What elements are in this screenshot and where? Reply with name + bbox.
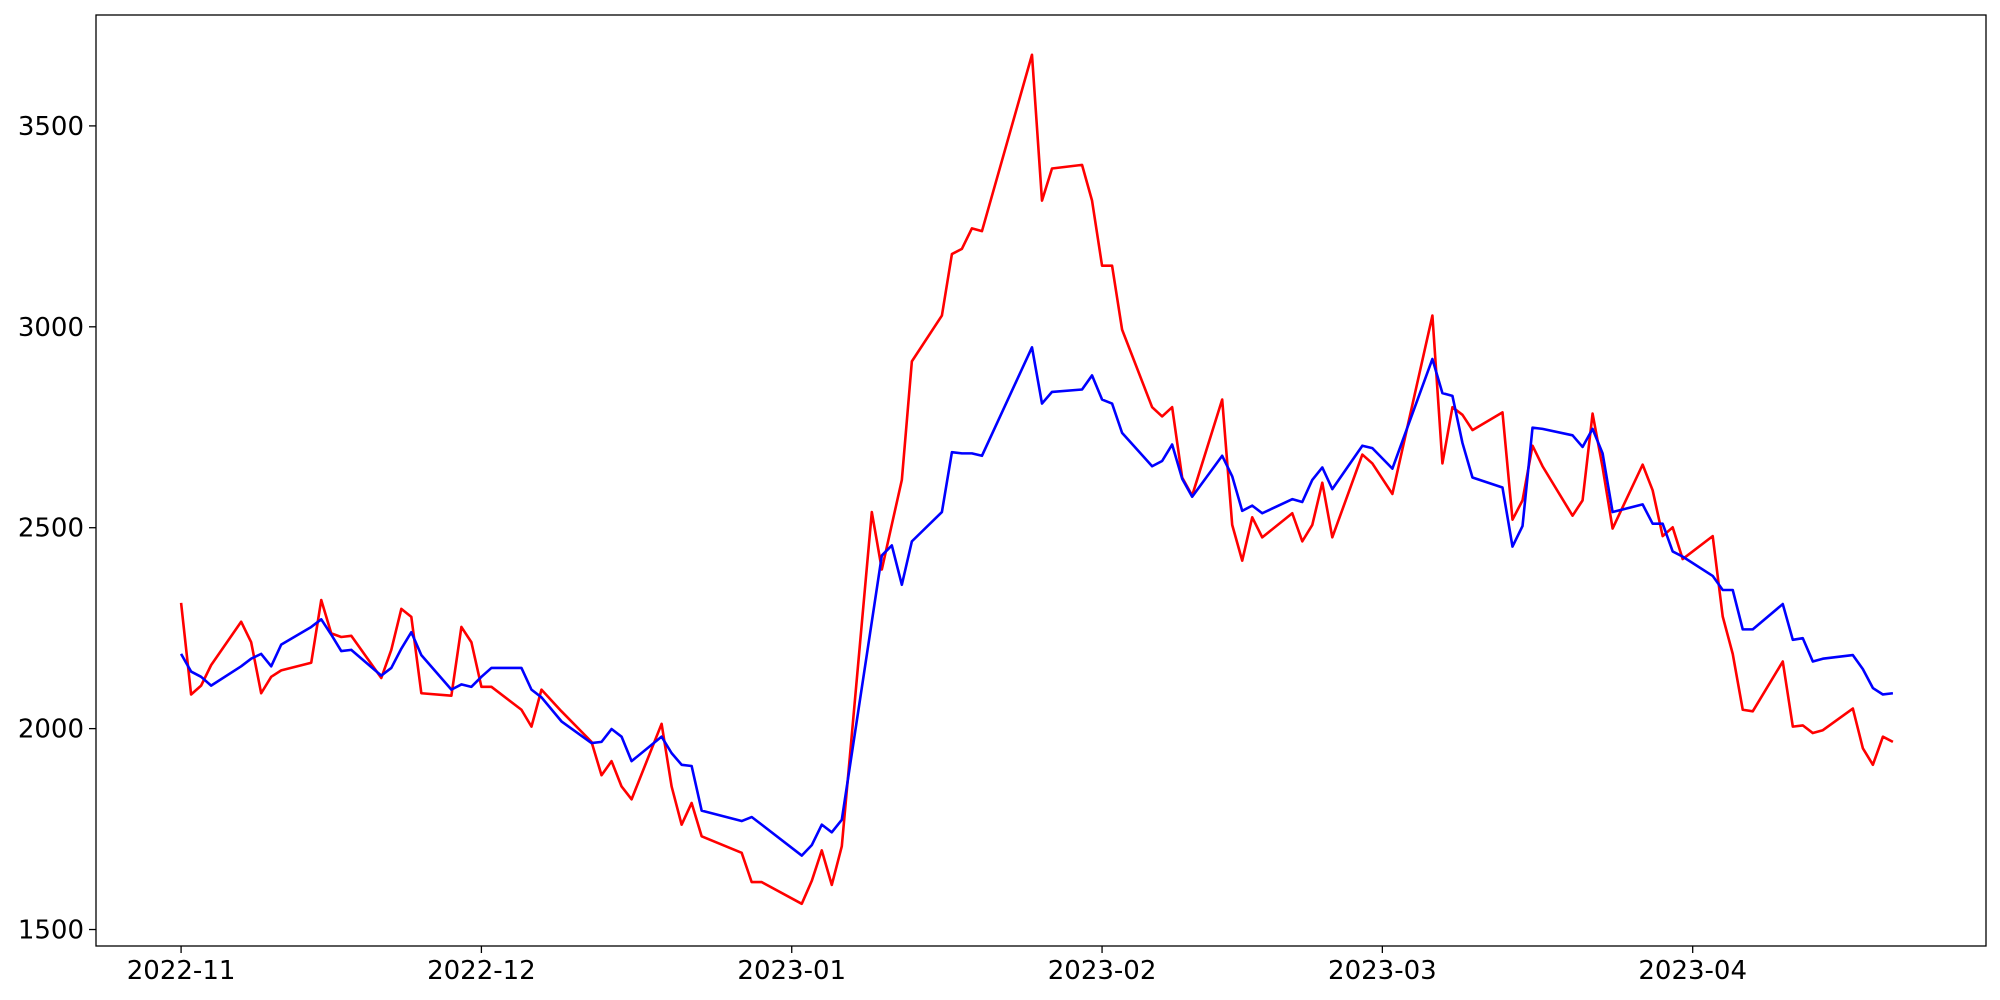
y-tick-label: 2000 [18,715,84,745]
y-tick-label: 2500 [18,514,84,544]
series-line [179,53,1894,906]
x-tick-label: 2023-03 [1328,956,1437,986]
plot-frame [95,14,1987,947]
y-tick-label: 3500 [18,112,84,142]
y-tick-label: 3000 [18,313,84,343]
x-tick-label: 2022-12 [427,956,536,986]
x-tick-label: 2022-11 [127,956,236,986]
x-tick-label: 2023-04 [1638,956,1747,986]
y-tick-label: 1500 [18,916,84,946]
series-line [179,346,1894,857]
x-tick-label: 2023-01 [737,956,846,986]
x-tick-label: 2023-02 [1048,956,1157,986]
